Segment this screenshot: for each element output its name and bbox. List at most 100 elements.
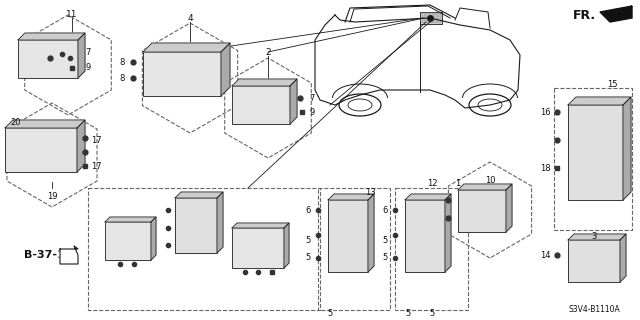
Bar <box>178 201 192 223</box>
Bar <box>235 89 255 121</box>
Bar <box>235 248 255 263</box>
Polygon shape <box>620 234 626 282</box>
Polygon shape <box>217 192 223 253</box>
Text: 1: 1 <box>456 179 461 188</box>
Text: 13: 13 <box>365 188 375 196</box>
Text: FR.: FR. <box>573 9 596 21</box>
Bar <box>232 228 284 268</box>
Text: 16: 16 <box>540 108 550 116</box>
Bar <box>458 190 506 232</box>
Text: 9: 9 <box>309 108 315 116</box>
Text: 3: 3 <box>591 231 596 241</box>
Polygon shape <box>221 43 230 96</box>
Bar <box>405 200 445 272</box>
Text: 5: 5 <box>429 309 435 318</box>
Bar <box>18 40 78 78</box>
Bar <box>461 193 477 229</box>
Bar <box>328 200 368 272</box>
Bar <box>438 13 440 23</box>
Bar <box>175 198 217 253</box>
Polygon shape <box>506 184 512 232</box>
Text: 5: 5 <box>405 309 411 318</box>
Bar <box>170 69 216 73</box>
Bar <box>434 13 436 23</box>
Polygon shape <box>445 194 451 272</box>
Text: 9: 9 <box>85 62 91 71</box>
Text: 8: 8 <box>119 58 125 67</box>
Polygon shape <box>18 33 85 40</box>
Bar <box>178 225 192 247</box>
Bar <box>146 55 166 93</box>
Bar <box>108 241 126 255</box>
Text: 17: 17 <box>91 135 101 145</box>
Bar <box>5 128 77 172</box>
Polygon shape <box>5 120 85 128</box>
Bar <box>237 107 253 119</box>
Polygon shape <box>368 194 374 272</box>
Bar <box>422 13 424 23</box>
Polygon shape <box>405 194 451 200</box>
Bar <box>331 234 346 262</box>
Polygon shape <box>60 246 78 264</box>
Text: 5: 5 <box>382 253 388 262</box>
Polygon shape <box>151 217 156 260</box>
Bar <box>232 86 290 124</box>
Polygon shape <box>77 120 85 172</box>
Bar <box>237 91 253 105</box>
Text: 14: 14 <box>540 251 550 260</box>
Text: 15: 15 <box>607 79 617 89</box>
Text: 10: 10 <box>484 175 495 185</box>
Text: 8: 8 <box>119 74 125 83</box>
Bar <box>235 231 255 246</box>
Bar <box>148 57 164 73</box>
Polygon shape <box>143 43 230 52</box>
Text: 5: 5 <box>305 236 310 244</box>
Polygon shape <box>568 97 631 105</box>
Text: 5: 5 <box>305 253 310 262</box>
Text: 20: 20 <box>10 117 20 126</box>
Polygon shape <box>232 223 289 228</box>
Bar <box>170 64 216 68</box>
Bar <box>170 89 216 92</box>
Text: 12: 12 <box>427 179 437 188</box>
Bar <box>170 59 216 62</box>
Text: 18: 18 <box>540 164 550 172</box>
Text: 5: 5 <box>328 309 333 318</box>
Bar <box>143 52 221 96</box>
Bar <box>430 13 433 23</box>
Text: S3V4-B1110A: S3V4-B1110A <box>568 306 620 315</box>
Text: 7: 7 <box>85 47 91 57</box>
Bar <box>8 131 28 171</box>
Text: B-37-10: B-37-10 <box>24 250 72 260</box>
Bar <box>170 54 216 58</box>
Polygon shape <box>458 184 512 190</box>
Bar <box>10 133 26 150</box>
Text: 6: 6 <box>305 205 310 214</box>
Text: 5: 5 <box>382 236 388 244</box>
Bar <box>331 203 346 231</box>
Bar <box>148 75 164 91</box>
Text: 11: 11 <box>67 10 77 19</box>
Bar <box>170 74 216 77</box>
Bar <box>408 203 423 231</box>
Polygon shape <box>175 192 223 198</box>
Bar <box>408 234 423 262</box>
Bar <box>571 261 591 277</box>
Text: 2: 2 <box>265 47 271 57</box>
Bar <box>105 222 151 260</box>
Bar <box>568 105 623 200</box>
Bar <box>426 13 429 23</box>
Bar <box>568 240 620 282</box>
Bar <box>420 12 442 24</box>
Bar <box>170 84 216 87</box>
Text: 6: 6 <box>382 205 388 214</box>
Polygon shape <box>623 97 631 200</box>
Text: 7: 7 <box>309 93 315 102</box>
Text: 4: 4 <box>187 13 193 22</box>
Text: 17: 17 <box>91 162 101 171</box>
Bar <box>23 45 41 58</box>
Polygon shape <box>328 194 374 200</box>
Polygon shape <box>600 6 632 22</box>
Bar <box>571 108 591 148</box>
Bar <box>21 43 43 75</box>
